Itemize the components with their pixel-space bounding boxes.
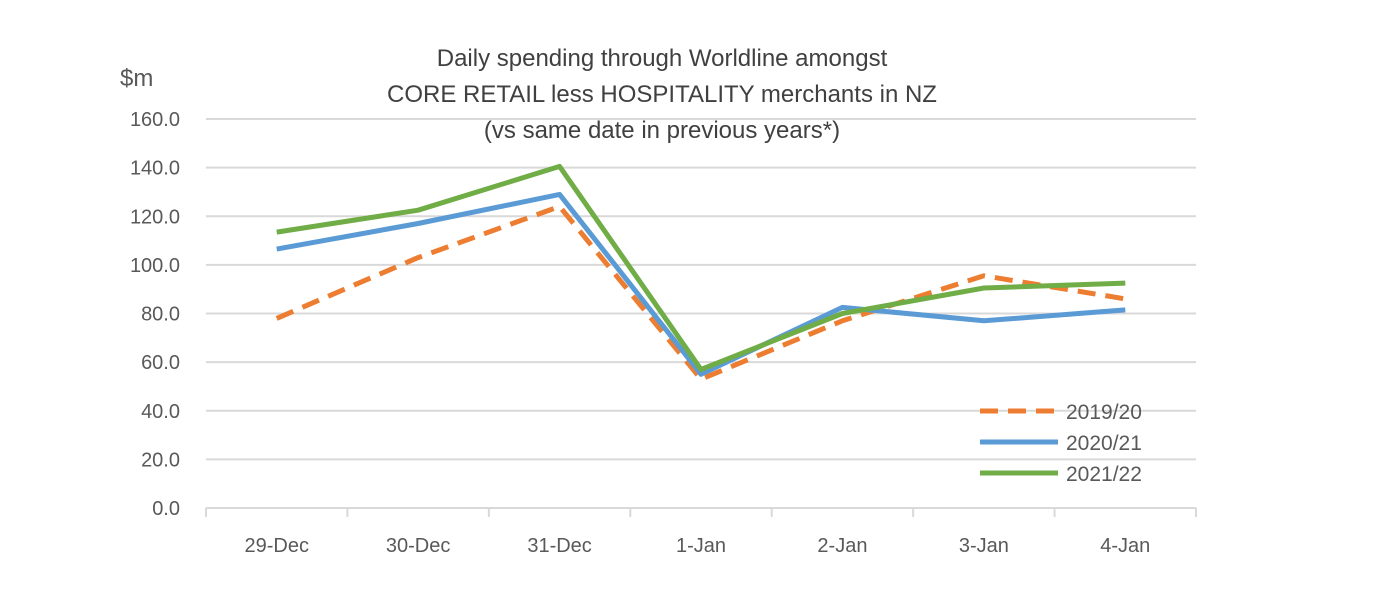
chart-title-line-3: (vs same date in previous years*)	[484, 117, 840, 144]
x-axis	[205, 507, 1197, 517]
chart-title-line-2: CORE RETAIL less HOSPITALITY merchants i…	[387, 81, 937, 108]
series-lines	[275, 163, 1126, 382]
gridlines	[206, 118, 1196, 461]
y-tick-label: 80.0	[141, 304, 180, 326]
legend-label: 2021/22	[1066, 463, 1142, 486]
y-tick-label: 40.0	[141, 401, 180, 423]
y-tick-label: 20.0	[141, 449, 180, 471]
chart-title-line-1: Daily spending through Worldline amongst	[437, 45, 888, 72]
x-tick-label: 2-Jan	[817, 535, 867, 557]
legend: 2019/20 2020/21 2021/22	[980, 401, 1142, 486]
y-tick-label: 100.0	[130, 255, 180, 277]
x-tick-label: 31-Dec	[527, 535, 591, 557]
series-line-2020-21	[276, 191, 1126, 377]
x-tick-label: 1-Jan	[676, 535, 726, 557]
legend-label: 2020/21	[1066, 432, 1142, 455]
x-tick-label: 4-Jan	[1100, 535, 1150, 557]
series-line-2019-20	[275, 204, 1126, 382]
chart-title: Daily spending through Worldline amongst…	[387, 45, 937, 144]
y-tick-label: 60.0	[141, 352, 180, 374]
y-axis-unit-label: $m	[120, 65, 153, 92]
y-tick-label: 120.0	[130, 206, 180, 228]
series-line-2021-22	[276, 163, 1126, 372]
y-tick-label: 0.0	[152, 498, 180, 520]
x-tick-label: 30-Dec	[386, 535, 450, 557]
legend-label: 2019/20	[1066, 401, 1142, 424]
x-tick-label: 29-Dec	[244, 535, 308, 557]
x-axis-tick-labels: 29-Dec 30-Dec 31-Dec 1-Jan 2-Jan 3-Jan 4-Jan	[244, 535, 1150, 557]
x-tick-label: 3-Jan	[959, 535, 1009, 557]
y-tick-label: 140.0	[130, 158, 180, 180]
y-tick-label: 160.0	[130, 109, 180, 131]
y-axis-tick-labels: 0.0 20.0 40.0 60.0 80.0 100.0 120.0 140.0 160.0	[130, 109, 180, 520]
